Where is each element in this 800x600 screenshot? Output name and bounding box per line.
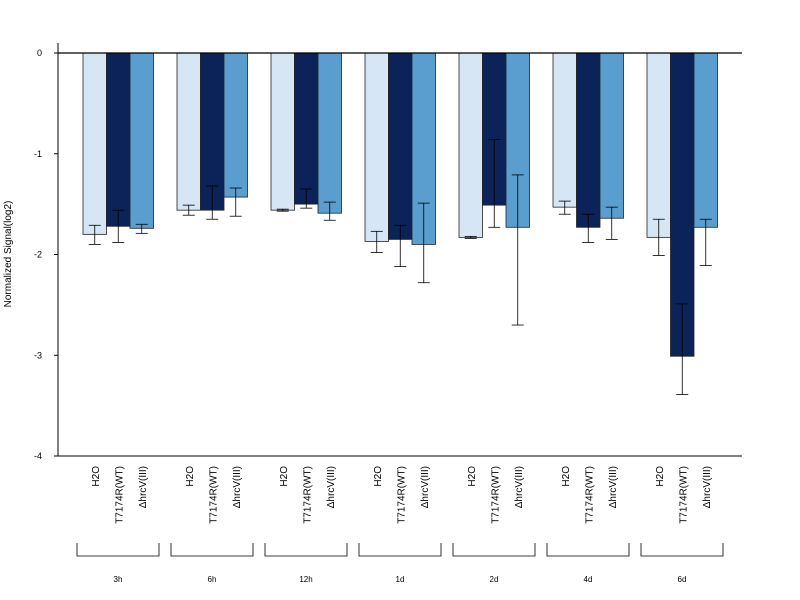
group-bracket xyxy=(170,543,254,557)
bar-label: ΔhrcV(III) xyxy=(702,466,713,508)
bar-label: ΔhrcV(III) xyxy=(514,466,525,508)
group-bracket xyxy=(546,543,630,557)
x-labels: H2O T7174R(WT) ΔhrcV(III) H2O T7174R(WT) Δhrc… xyxy=(91,466,713,524)
y-tick-label: -3 xyxy=(34,350,42,360)
bar-label: T7174R(WT) xyxy=(302,466,313,524)
bar-label: T7174R(WT) xyxy=(396,466,407,524)
bar xyxy=(646,52,671,238)
bar-label: T7174R(WT) xyxy=(114,466,125,524)
group-bracket xyxy=(76,543,160,557)
bar-label: H2O xyxy=(91,466,102,487)
bar xyxy=(317,52,342,214)
y-axis: 0 -1 -2 -3 -4 xyxy=(34,43,59,461)
bar-label: ΔhrcV(III) xyxy=(420,466,431,508)
group-label: 2d xyxy=(490,575,499,584)
group-bracket xyxy=(264,543,348,557)
bar xyxy=(552,52,577,208)
bar-label: H2O xyxy=(561,466,572,487)
y-tick-label: -2 xyxy=(34,250,42,260)
group-label: 6h xyxy=(208,575,217,584)
group-label: 4d xyxy=(584,575,593,584)
group-label: 1d xyxy=(396,575,405,584)
bar-label: ΔhrcV(III) xyxy=(138,466,149,508)
bars xyxy=(82,52,718,395)
group-label: 3h xyxy=(114,575,123,584)
bar-label: T7174R(WT) xyxy=(490,466,501,524)
bar-label: ΔhrcV(III) xyxy=(608,466,619,508)
bar-label: H2O xyxy=(655,466,666,487)
group-label: 6d xyxy=(678,575,687,584)
group-bracket xyxy=(640,543,724,557)
bar xyxy=(388,52,413,240)
group-bracket xyxy=(452,543,536,557)
bar xyxy=(223,52,248,198)
bar xyxy=(576,52,601,228)
bar xyxy=(599,52,624,219)
bar xyxy=(270,52,295,211)
y-tick-label: 0 xyxy=(37,48,42,58)
bar xyxy=(176,52,201,211)
y-tick-label: -4 xyxy=(34,451,42,461)
bar-label: H2O xyxy=(185,466,196,487)
group-label: 12h xyxy=(299,575,312,584)
group-bracket xyxy=(358,543,442,557)
y-tick-label: -1 xyxy=(34,149,42,159)
bar xyxy=(693,52,718,228)
bar-label: H2O xyxy=(373,466,384,487)
bar xyxy=(294,52,319,205)
bar-label: H2O xyxy=(279,466,290,487)
bar xyxy=(458,52,483,238)
bar-label: T7174R(WT) xyxy=(678,466,689,524)
bar-label: ΔhrcV(III) xyxy=(326,466,337,508)
bar-label: T7174R(WT) xyxy=(584,466,595,524)
bar-label: H2O xyxy=(467,466,478,487)
bar-label: ΔhrcV(III) xyxy=(232,466,243,508)
y-axis-label: Normalized Signal(log2) xyxy=(3,201,14,308)
bar xyxy=(364,52,389,242)
bar xyxy=(106,52,131,227)
group-brackets: 3h 6h 12h 1d 2d 4d 6d xyxy=(76,543,724,584)
bar-label: T7174R(WT) xyxy=(208,466,219,524)
bar xyxy=(82,52,107,235)
bar xyxy=(129,52,154,229)
